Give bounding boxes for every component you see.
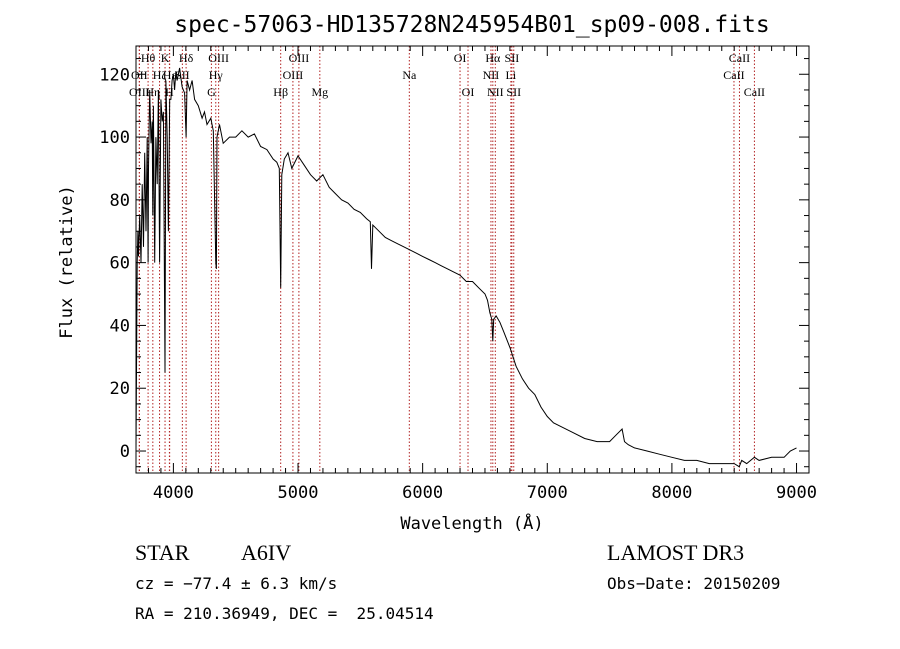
line-label: SII xyxy=(506,85,521,99)
spectral-line-markers xyxy=(138,46,755,473)
line-label: H xyxy=(165,85,174,99)
line-label: Hγ xyxy=(209,68,224,82)
line-label: Hζ xyxy=(153,68,167,82)
x-tick-label: 6000 xyxy=(402,483,443,503)
chart-title: spec-57063-HD135728N245954B01_sp09-008.f… xyxy=(174,12,769,38)
x-tick-label: 8000 xyxy=(651,483,692,503)
line-label: OII xyxy=(131,68,148,82)
x-tick-label: 5000 xyxy=(278,483,319,503)
y-tick-label: 40 xyxy=(110,316,130,336)
line-label: OIII xyxy=(208,51,229,65)
plot-frame xyxy=(135,45,810,474)
line-label: Hδ xyxy=(179,51,194,65)
x-axis-label: Wavelength (Å) xyxy=(400,512,543,534)
line-label: Hθ xyxy=(141,51,156,65)
x-axis: 4000 5000 6000 7000 8000 9000 xyxy=(135,46,817,503)
series-group xyxy=(135,67,797,468)
coordinates: RA = 210.36949, DEC = 25.04514 xyxy=(135,604,434,623)
line-label: Hβ xyxy=(273,85,288,99)
survey-name: LAMOST DR3 xyxy=(607,540,745,565)
y-tick-label: 120 xyxy=(99,65,130,85)
line-label: OIII xyxy=(129,85,150,99)
line-label: OIII xyxy=(283,68,304,82)
y-tick-label: 80 xyxy=(110,191,130,211)
object-subclass: A6IV xyxy=(241,540,292,565)
line-label: Hε xyxy=(163,68,177,82)
spectral-line-labels: HθOIIOIIIHηHζKHHεSIIHδGOIIIHγHβOIIIOIIIM… xyxy=(129,51,765,99)
line-label: G xyxy=(207,85,216,99)
y-tick-label: 0 xyxy=(120,442,130,462)
y-axis-label: Flux (relative) xyxy=(57,185,77,339)
x-tick-label: 9000 xyxy=(776,483,817,503)
line-label: Na xyxy=(402,68,417,82)
line-label: K xyxy=(161,51,170,65)
line-label: OIII xyxy=(289,51,310,65)
y-axis: 0 20 40 60 80 100 120 xyxy=(99,58,809,468)
redshift-cz: cz = −77.4 ± 6.3 km/s xyxy=(135,574,338,593)
y-tick-label: 20 xyxy=(110,379,130,399)
line-label: SII xyxy=(505,51,520,65)
line-label: Hα xyxy=(485,51,501,65)
observation-date: Obs−Date: 20150209 xyxy=(607,574,781,593)
line-label: NII xyxy=(487,85,504,99)
line-label: NII xyxy=(483,68,500,82)
line-label: CaII xyxy=(723,68,744,82)
line-label: Mg xyxy=(311,85,328,99)
line-label: Li xyxy=(506,68,517,82)
line-label: OI xyxy=(454,51,467,65)
y-tick-label: 60 xyxy=(110,254,130,274)
line-label: OI xyxy=(462,85,475,99)
line-label: CaII xyxy=(744,85,765,99)
y-tick-label: 100 xyxy=(99,128,130,148)
line-label: Hη xyxy=(145,85,160,99)
line-label: CaII xyxy=(729,51,750,65)
series-line-flux xyxy=(135,67,797,468)
x-tick-label: 7000 xyxy=(527,483,568,503)
object-class: STAR xyxy=(135,540,190,565)
x-tick-label: 4000 xyxy=(153,483,194,503)
